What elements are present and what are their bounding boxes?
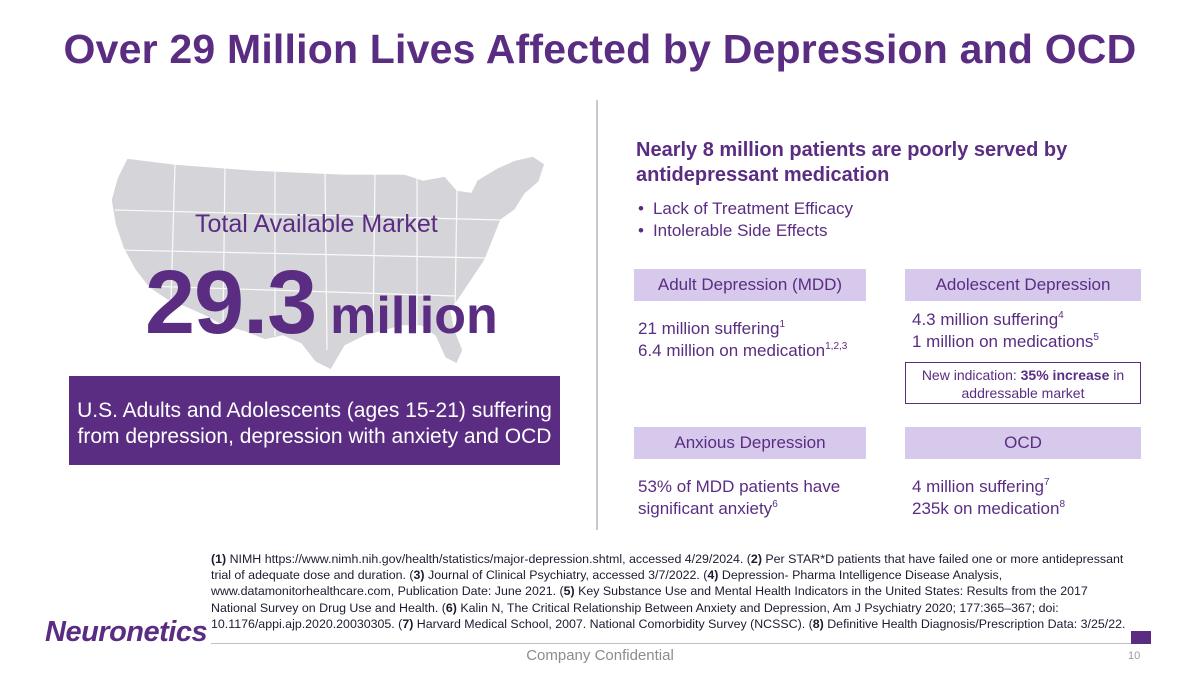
population-box: U.S. Adults and Adolescents (ages 15-21)… <box>69 376 560 465</box>
tam-label: Total Available Market <box>195 210 438 238</box>
tam-value: 29.3 million <box>145 252 498 355</box>
bullet-item: Lack of Treatment Efficacy <box>638 198 853 220</box>
new-indication-note: New indication: 35% increase in addressa… <box>905 362 1141 404</box>
divider <box>596 100 598 530</box>
footnotes: (1) NIMH https://www.nimh.nih.gov/health… <box>211 552 1126 631</box>
tam-unit: million <box>330 287 498 345</box>
tam-number: 29.3 <box>145 253 317 353</box>
page-title: Over 29 Million Lives Affected by Depres… <box>63 26 1137 72</box>
company-logo: Neuronetics <box>45 616 208 648</box>
adolescent-label: Adolescent Depression <box>905 269 1141 301</box>
anxious-label: Anxious Depression <box>634 427 866 459</box>
mdd-label: Adult Depression (MDD) <box>634 269 866 301</box>
ocd-label: OCD <box>905 427 1141 459</box>
bullet-list: Lack of Treatment Efficacy Intolerable S… <box>638 198 853 242</box>
bullet-item: Intolerable Side Effects <box>638 220 853 242</box>
right-heading: Nearly 8 million patients are poorly ser… <box>636 139 1068 186</box>
ocd-stats: 4 million suffering7 235k on medication8 <box>912 477 1065 518</box>
adolescent-stats: 4.3 million suffering4 1 million on medi… <box>912 310 1099 351</box>
page-number: 10 <box>1128 650 1141 662</box>
footer-rule <box>211 643 1151 644</box>
us-map-icon <box>110 155 546 371</box>
footer-accent <box>1131 631 1151 644</box>
anxious-stats: 53% of MDD patients have significant anx… <box>638 477 841 518</box>
confidential-label: Company Confidential <box>526 647 674 664</box>
mdd-stats: 21 million suffering1 6.4 million on med… <box>638 319 848 360</box>
